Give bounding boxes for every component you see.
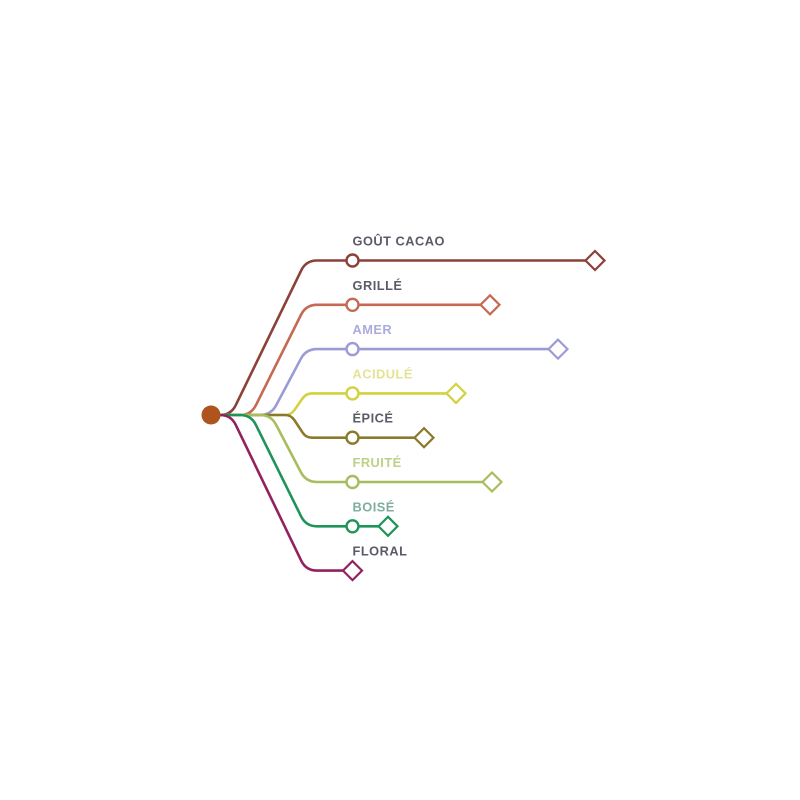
svg-text:FLORAL: FLORAL xyxy=(353,544,408,559)
svg-text:FRUITÉ: FRUITÉ xyxy=(353,455,402,470)
svg-text:AMER: AMER xyxy=(353,322,393,337)
svg-text:BOISÉ: BOISÉ xyxy=(353,499,395,514)
svg-text:ÉPICÉ: ÉPICÉ xyxy=(353,411,394,426)
svg-text:ACIDULÉ: ACIDULÉ xyxy=(353,366,413,381)
svg-text:GOÛT CACAO: GOÛT CACAO xyxy=(353,234,445,249)
svg-text:GRILLÉ: GRILLÉ xyxy=(353,278,403,293)
